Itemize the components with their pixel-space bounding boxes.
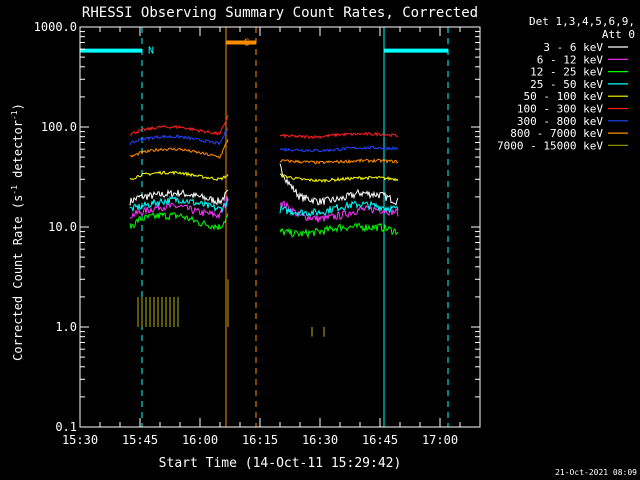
series-50-100-kev — [129, 170, 399, 184]
svg-text:Corrected Count Rate (s-1 dete: Corrected Count Rate (s-1 detector-1) — [10, 103, 25, 361]
plot-area: NS — [79, 27, 449, 427]
x-tick-label: 17:00 — [422, 433, 458, 447]
y-axis-label: Corrected Count Rate (s-1 detector-1) — [10, 103, 25, 361]
series-100-300-kev — [129, 114, 399, 140]
series-line-segment — [279, 200, 399, 218]
series-25-50-kev — [129, 195, 399, 218]
series-line-segment — [129, 211, 229, 231]
x-tick-label: 16:45 — [362, 433, 398, 447]
legend-header-line-2: Att 0 — [602, 28, 635, 41]
series-line-segment — [129, 128, 229, 146]
annotation-s: S — [225, 27, 257, 427]
legend-label: 7000 - 15000 keV — [497, 139, 603, 152]
series-7000-15000-kev — [137, 279, 325, 337]
series-line-segment — [129, 195, 229, 214]
x-tick-label: 15:30 — [62, 433, 98, 447]
y-axis-label-exp-2: -1 — [10, 110, 19, 120]
annotation-bar-2 — [383, 27, 449, 427]
x-tick-label: 16:15 — [242, 433, 278, 447]
y-axis-label-text-3: ) — [11, 103, 25, 110]
legend-label: 800 - 7000 keV — [510, 127, 603, 140]
y-tick-label: 1000.0 — [34, 20, 77, 34]
x-tick-label: 16:30 — [302, 433, 338, 447]
annotation-label: N — [148, 46, 154, 57]
x-tick-label: 15:45 — [122, 433, 158, 447]
y-tick-label: 100.0 — [41, 120, 77, 134]
series-line-segment — [129, 170, 229, 182]
series-300-800-kev — [129, 128, 399, 153]
y-tick-label: 0.1 — [55, 420, 77, 434]
series-line-segment — [279, 173, 399, 184]
series-800-7000-kev — [129, 139, 399, 165]
series-line-segment — [279, 132, 399, 140]
axes: 0.1 1.0 10.0 100.0 1000.0 15:30 15:45 16:00 16:1… — [34, 20, 481, 447]
legend-label: 6 - 12 keV — [537, 53, 604, 66]
legend-header-line-1: Det 1,3,4,5,6,9, — [529, 15, 635, 28]
series-line-segment — [129, 196, 229, 220]
y-axis-label-text-2: detector — [11, 120, 25, 185]
y-tick-label: 1.0 — [55, 320, 77, 334]
y-axis-label-exp-1: -1 — [10, 185, 19, 195]
timestamp: 21-Oct-2021 08:09 — [555, 468, 637, 477]
series-line-segment — [279, 200, 399, 223]
series-line-segment — [279, 158, 399, 165]
legend-label: 100 - 300 keV — [517, 103, 603, 116]
series-line-segment — [129, 114, 229, 136]
series-6-12-kev — [129, 196, 399, 223]
annotation-label: S — [244, 37, 250, 48]
legend-label: 3 - 6 keV — [543, 41, 603, 54]
x-axis-label: Start Time (14-Oct-11 15:29:42) — [159, 456, 402, 471]
plot-frame — [79, 26, 481, 428]
legend-label: 12 - 25 keV — [530, 66, 603, 79]
y-tick-label: 10.0 — [48, 220, 77, 234]
series-line-segment — [279, 222, 399, 239]
annotation-n: N — [79, 27, 154, 427]
chart-title: RHESSI Observing Summary Count Rates, Co… — [82, 5, 478, 21]
x-tick-label: 16:00 — [182, 433, 218, 447]
series-line-segment — [129, 188, 229, 206]
series-12-25-kev — [129, 211, 399, 239]
legend-label: 50 - 100 keV — [524, 90, 604, 103]
legend-label: 25 - 50 keV — [530, 78, 603, 91]
series-line-segment — [279, 163, 399, 206]
series-3-6-kev — [129, 163, 399, 206]
legend-label: 300 - 800 keV — [517, 115, 603, 128]
series-line-segment — [129, 139, 229, 159]
series-line-segment — [279, 145, 399, 153]
y-axis-label-text-1: Corrected Count Rate (s — [11, 195, 25, 361]
